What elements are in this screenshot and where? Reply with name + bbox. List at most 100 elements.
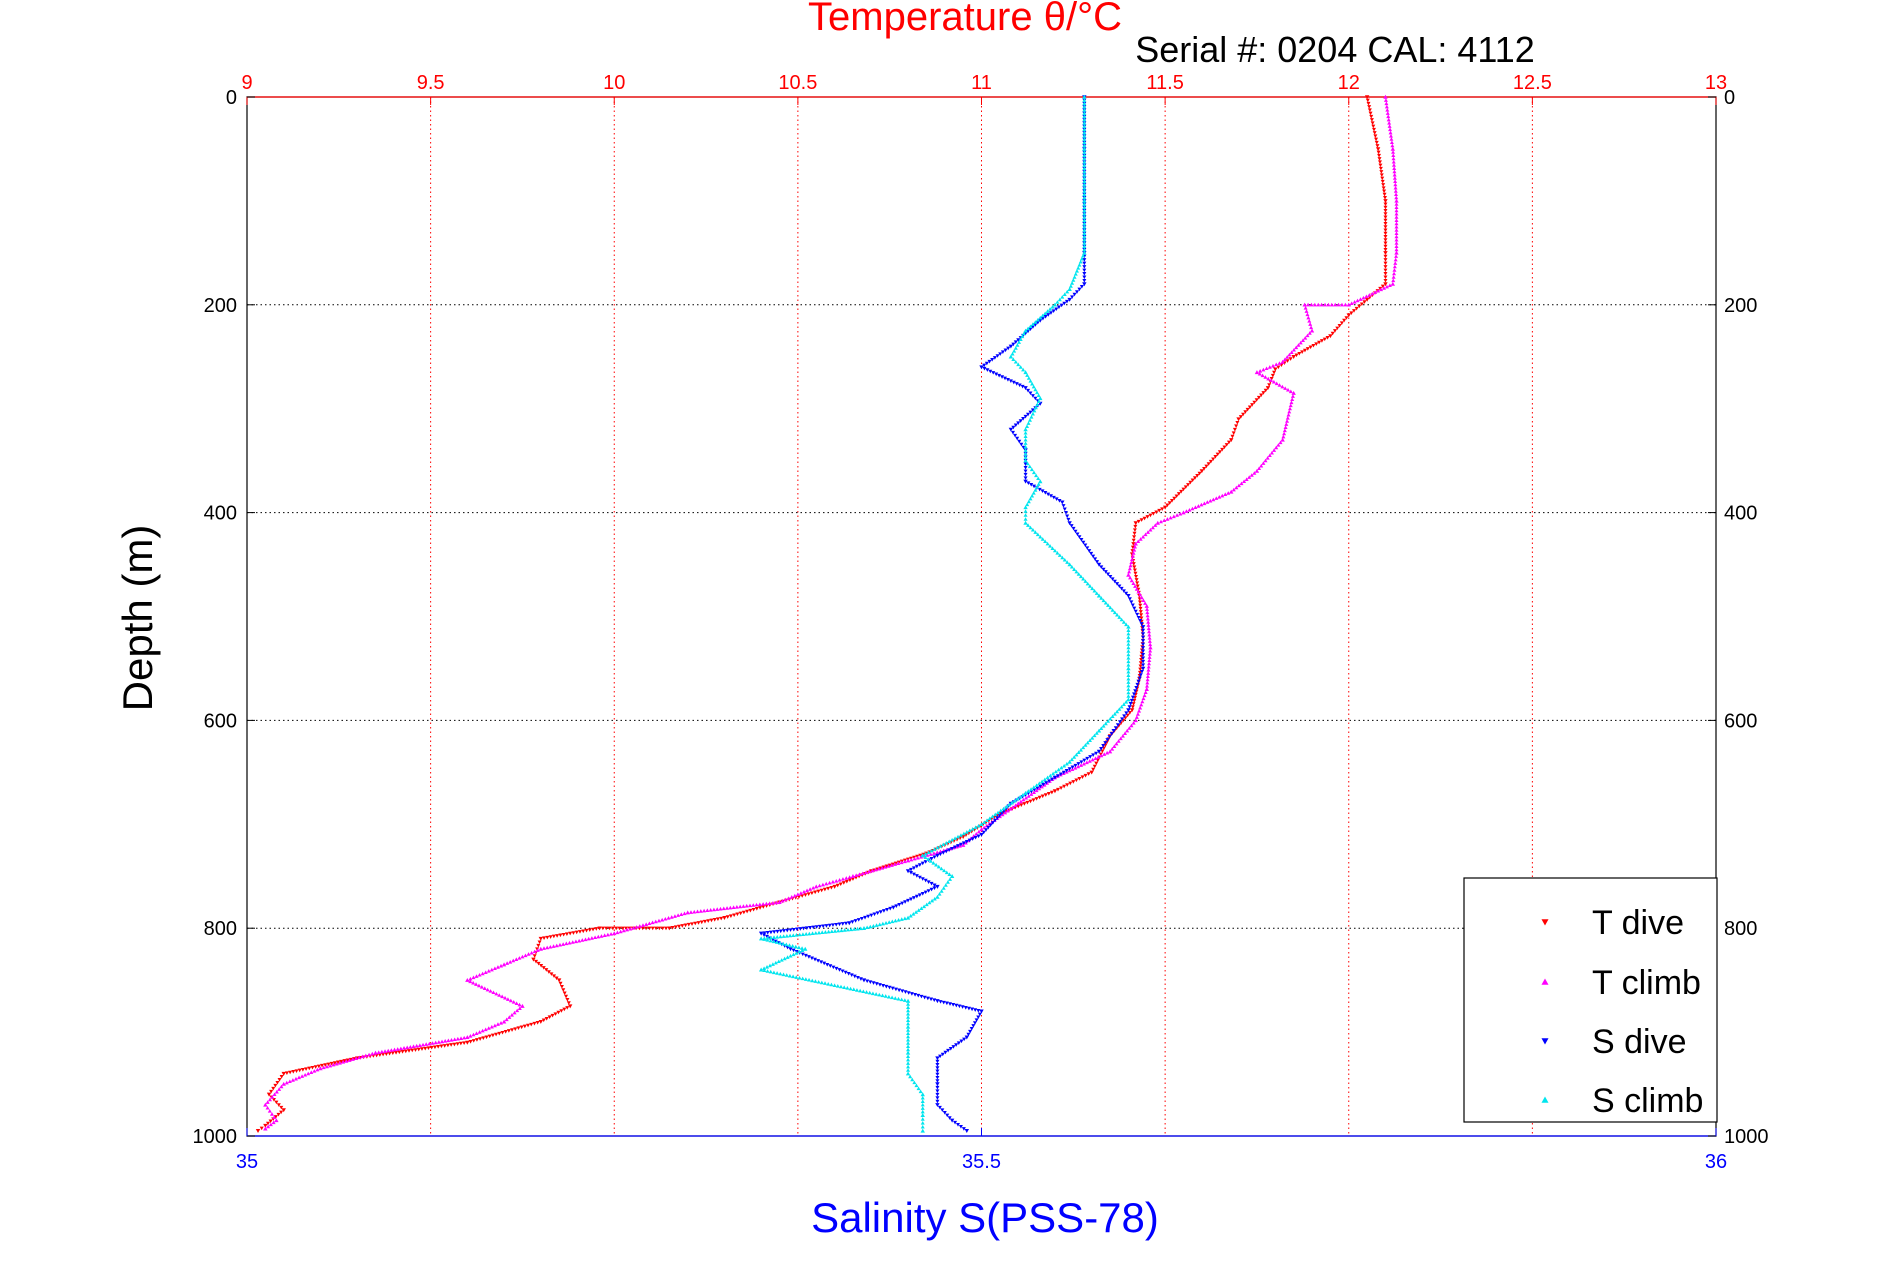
data-point	[1217, 495, 1222, 499]
data-point	[1309, 302, 1314, 307]
data-point	[1171, 514, 1176, 519]
data-point	[1272, 448, 1277, 452]
data-point	[573, 939, 578, 944]
data-point	[1170, 498, 1175, 503]
data-point	[781, 972, 786, 977]
data-point	[1082, 120, 1087, 125]
data-point	[903, 990, 908, 994]
data-point	[881, 909, 886, 913]
data-point	[1257, 371, 1262, 376]
data-point	[1026, 326, 1031, 331]
data-point	[806, 892, 811, 896]
data-point	[400, 1050, 405, 1054]
depth-tick-label-right: 1000	[1724, 1126, 1769, 1148]
data-point	[1383, 215, 1388, 220]
data-point	[660, 917, 665, 922]
data-point	[1120, 717, 1125, 721]
data-point	[666, 916, 671, 920]
data-point	[906, 1034, 911, 1039]
data-point	[276, 1103, 281, 1107]
data-point	[416, 1047, 421, 1052]
data-point	[1375, 144, 1380, 148]
data-point	[1390, 146, 1396, 151]
data-point	[1028, 324, 1033, 329]
data-point	[929, 881, 934, 886]
data-point	[1394, 250, 1399, 255]
data-point	[1126, 649, 1131, 653]
data-point	[281, 1071, 286, 1076]
data-point	[1285, 419, 1290, 423]
data-point	[905, 1024, 911, 1029]
data-point	[990, 814, 995, 819]
data-point	[429, 1045, 434, 1050]
data-point	[835, 883, 840, 888]
data-point	[624, 926, 629, 931]
data-point	[1043, 315, 1048, 319]
data-point	[1034, 797, 1039, 801]
data-point	[1023, 455, 1028, 459]
data-point	[1072, 755, 1077, 759]
data-point	[1280, 437, 1285, 442]
data-point	[906, 1008, 911, 1013]
data-point	[827, 880, 832, 885]
data-point	[1127, 569, 1132, 574]
data-point	[987, 816, 992, 821]
data-point	[1385, 107, 1390, 112]
data-point	[1074, 290, 1079, 294]
data-point	[1287, 406, 1292, 411]
data-point	[452, 1042, 457, 1047]
data-point	[791, 927, 796, 932]
data-point	[1126, 638, 1131, 643]
data-point	[490, 1033, 495, 1038]
data-point	[935, 1072, 940, 1077]
data-point	[1070, 767, 1075, 771]
data-point	[419, 1047, 424, 1051]
data-point	[1136, 539, 1141, 544]
data-point	[863, 915, 868, 920]
data-point	[967, 838, 972, 843]
data-point	[1272, 370, 1277, 375]
data-point	[914, 864, 919, 869]
data-point	[868, 980, 873, 984]
data-point	[564, 941, 569, 946]
data-point	[806, 955, 811, 959]
data-point	[1145, 680, 1150, 685]
data-point	[1059, 786, 1064, 790]
data-point	[856, 918, 861, 922]
data-point	[896, 996, 901, 1001]
data-point	[1127, 711, 1132, 715]
data-point	[511, 1000, 516, 1004]
data-point	[1062, 557, 1067, 562]
data-point	[1031, 384, 1036, 389]
data-point	[465, 1035, 470, 1040]
data-point	[269, 1089, 274, 1094]
data-point	[1082, 159, 1087, 164]
data-point	[505, 961, 510, 965]
data-point	[803, 977, 808, 981]
data-point	[1283, 425, 1288, 430]
data-point	[899, 860, 904, 865]
data-point	[813, 957, 818, 962]
data-point	[823, 981, 828, 985]
data-point	[934, 862, 939, 867]
data-point	[845, 986, 850, 990]
data-point	[474, 982, 479, 986]
data-point	[1046, 313, 1051, 317]
data-point	[919, 906, 924, 910]
data-point	[1067, 767, 1072, 771]
data-point	[1112, 712, 1117, 716]
data-point	[816, 889, 821, 894]
data-point	[316, 1064, 321, 1069]
data-point	[1195, 473, 1200, 478]
data-point	[1126, 683, 1131, 688]
data-point	[405, 1045, 410, 1050]
data-point	[1181, 487, 1186, 492]
data-point	[395, 1047, 400, 1051]
data-point	[926, 850, 931, 854]
data-point	[1352, 300, 1357, 304]
data-point	[1114, 741, 1119, 746]
data-point	[1082, 205, 1087, 209]
data-point	[1394, 231, 1399, 235]
data-point	[1052, 548, 1057, 553]
data-point	[562, 1007, 567, 1012]
